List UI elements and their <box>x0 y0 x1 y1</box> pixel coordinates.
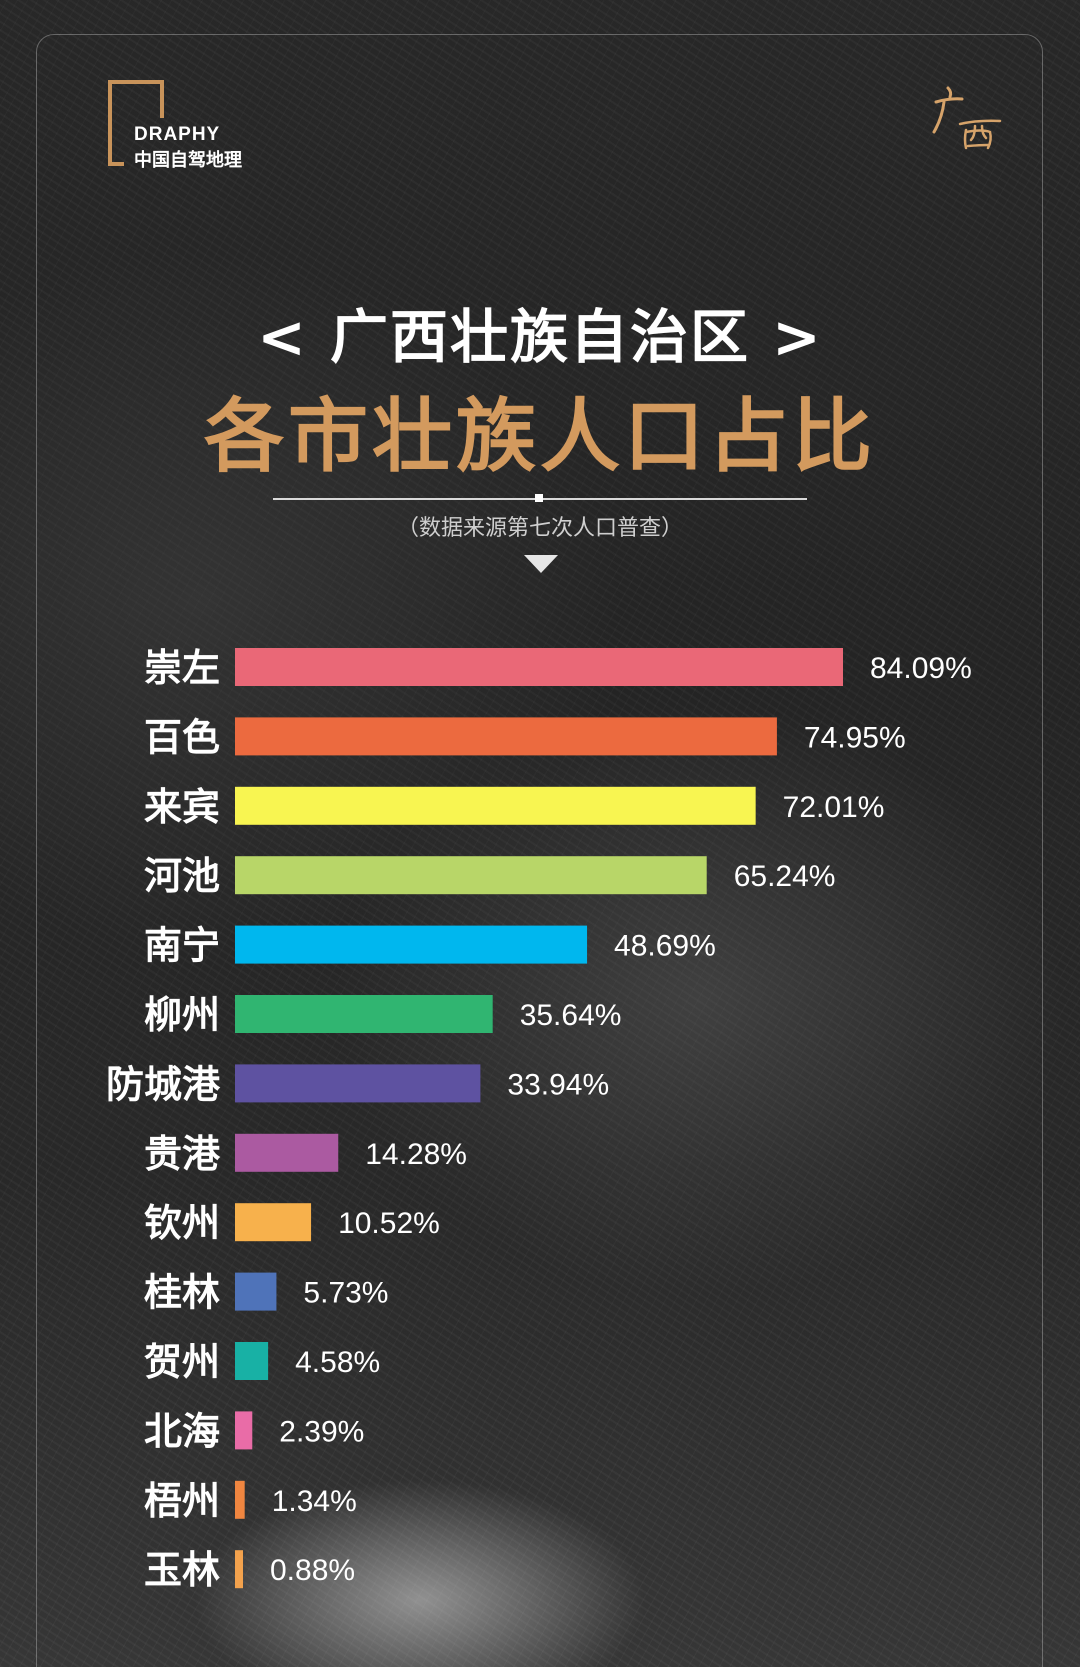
value-label: 65.24% <box>734 860 836 893</box>
category-label: 南宁 <box>144 924 220 968</box>
category-label: 百色 <box>144 715 220 759</box>
value-label: 72.01% <box>783 791 885 824</box>
calligraphy-mark <box>930 80 1005 160</box>
category-label: 崇左 <box>144 646 220 690</box>
bar <box>235 1272 277 1311</box>
logo-english-text: DRAPHY <box>134 124 221 145</box>
bar <box>235 995 493 1033</box>
category-label: 梧州 <box>144 1479 220 1523</box>
value-label: 14.28% <box>365 1138 467 1171</box>
logo-chinese-text: 中国自驾地理 <box>134 150 242 171</box>
category-label: 贵港 <box>144 1132 221 1176</box>
value-label: 10.52% <box>338 1207 440 1240</box>
value-label: 48.69% <box>614 930 716 963</box>
category-label: 北海 <box>144 1409 220 1453</box>
bar <box>235 1342 269 1380</box>
bar <box>235 925 588 964</box>
value-label: 35.64% <box>520 999 622 1032</box>
category-label: 贺州 <box>144 1340 220 1384</box>
bar <box>235 717 777 756</box>
value-label: 1.34% <box>272 1485 357 1518</box>
value-label: 0.88% <box>270 1554 355 1587</box>
value-label: 74.95% <box>804 721 906 754</box>
category-label: 防城港 <box>106 1062 221 1106</box>
bar <box>235 1203 312 1242</box>
bar <box>235 1480 245 1519</box>
title-region: < 广西壮族自治区 > <box>257 303 823 371</box>
category-label: 玉林 <box>144 1548 220 1592</box>
draphy-logo: DRAPHY 中国自驾地理 <box>108 80 258 171</box>
category-label: 来宾 <box>144 785 220 829</box>
bar <box>235 1064 481 1103</box>
value-label: 4.58% <box>295 1346 380 1379</box>
value-label: 5.73% <box>303 1277 388 1310</box>
bar <box>235 1411 253 1450</box>
category-label: 桂林 <box>144 1271 220 1315</box>
logo-bracket-foot <box>108 162 124 166</box>
down-arrow-icon <box>524 555 558 573</box>
category-label: 钦州 <box>144 1201 220 1245</box>
bar <box>235 1133 339 1172</box>
data-source-note: （数据来源第七次人口普查） <box>396 516 683 541</box>
bar <box>235 648 843 686</box>
value-label: 33.94% <box>507 1068 609 1101</box>
category-label: 河池 <box>144 854 220 898</box>
category-label: 柳州 <box>144 993 220 1037</box>
logo-bracket-shape <box>108 80 164 166</box>
value-label: 84.09% <box>870 652 972 685</box>
value-label: 2.39% <box>279 1415 364 1448</box>
calligraphy-guangxi-icon <box>932 86 1002 150</box>
bar <box>235 1550 243 1589</box>
page-title: 各市壮族人口占比 <box>204 390 876 483</box>
bar <box>235 786 756 825</box>
divider-dot <box>535 494 543 502</box>
card-frame <box>36 34 1043 1667</box>
bar <box>235 856 707 895</box>
logo-bracket-tail <box>160 80 164 118</box>
